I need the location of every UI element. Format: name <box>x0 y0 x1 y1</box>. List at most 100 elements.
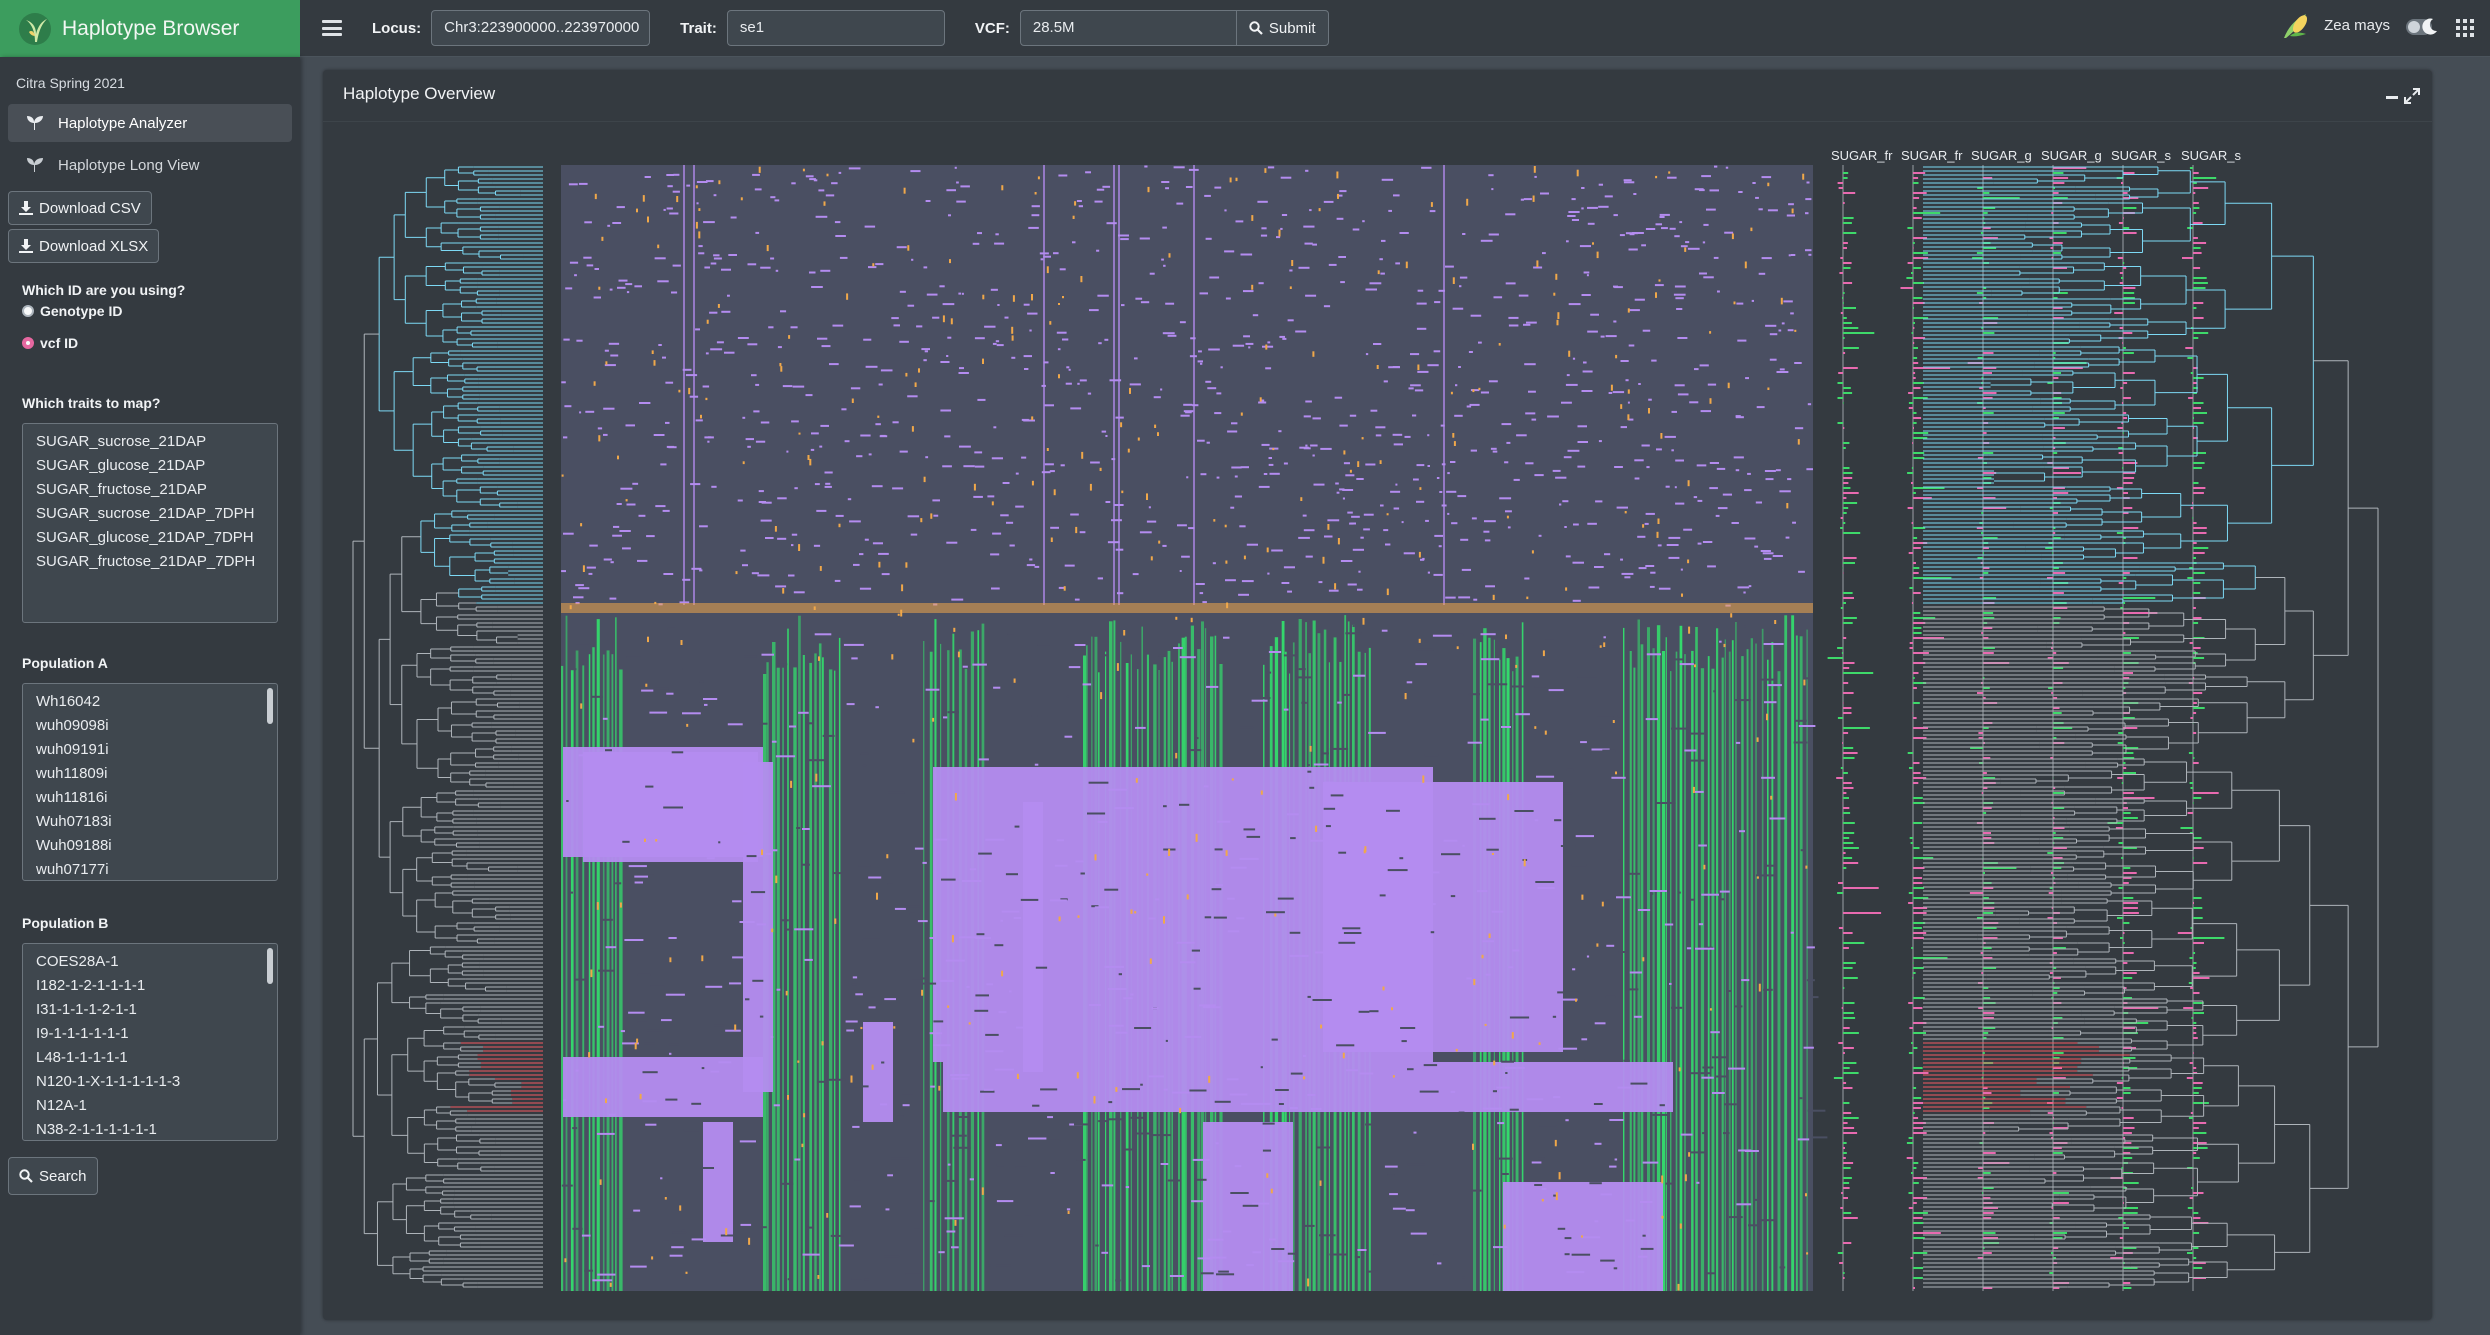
variant-cell <box>1336 1044 1355 1047</box>
download-icon <box>19 239 33 253</box>
radio-vcf-id[interactable]: vcf ID <box>22 335 78 351</box>
variant-cell <box>1600 728 1604 731</box>
variant-cell <box>1015 505 1024 508</box>
variant-cell <box>975 994 989 997</box>
population-a-option[interactable]: wuh09098i <box>36 717 109 734</box>
trait-bar <box>2193 572 2205 574</box>
locus-input[interactable]: Chr3:223900000..223970000 <box>431 10 651 46</box>
trait-bar <box>1839 1262 1843 1264</box>
variant-cell <box>1713 690 1716 693</box>
variant-cell <box>685 1271 688 1274</box>
trait-bar <box>1983 332 1995 334</box>
variant-cell <box>1068 666 1081 669</box>
vcf-input[interactable]: 28.5M <box>1019 10 1237 46</box>
population-b-option[interactable]: I182-1-2-1-1-1-1 <box>36 977 146 994</box>
variant-cell <box>1532 195 1535 202</box>
population-b-option[interactable]: I31-1-1-1-2-1-1 <box>36 1001 137 1018</box>
population-a-option[interactable]: Wh16042 <box>36 693 101 710</box>
variant-cell <box>753 410 760 413</box>
population-a-option[interactable]: Wuh09188i <box>36 837 112 854</box>
trait-bar <box>2193 1027 2197 1029</box>
variant-cell <box>1160 388 1163 391</box>
traits-listbox[interactable]: SUGAR_sucrose_21DAP SUGAR_glucose_21DAP … <box>22 423 278 623</box>
variant-cell <box>905 372 908 377</box>
download-csv-button[interactable]: Download CSV <box>8 191 152 225</box>
variant-cell <box>1767 209 1778 212</box>
variant-cell <box>598 1025 605 1028</box>
variant-cell <box>1176 941 1195 944</box>
nav-haplotype-long-view[interactable]: Haplotype Long View <box>8 146 292 184</box>
variant-cell <box>925 688 940 691</box>
trait-option[interactable]: SUGAR_glucose_21DAP_7DPH <box>36 529 254 546</box>
population-b-option[interactable]: I9-1-1-1-1-1-1 <box>36 1025 129 1042</box>
population-b-option[interactable]: L48-1-1-1-1-1 <box>36 1049 128 1066</box>
variant-cell <box>1312 351 1315 357</box>
moon-icon[interactable] <box>2422 18 2438 36</box>
population-a-option[interactable]: Wuh07183i <box>36 813 112 830</box>
variant-cell <box>1368 1270 1378 1273</box>
variant-cell <box>770 1036 774 1038</box>
variant-cell <box>1312 243 1317 246</box>
trait-option[interactable]: SUGAR_sucrose_21DAP_7DPH <box>36 505 255 522</box>
trait-bar <box>1843 1017 1856 1019</box>
population-a-option[interactable]: wuh07177i <box>36 861 109 878</box>
trait-bar <box>1913 1287 1915 1289</box>
minimize-icon[interactable] <box>2386 96 2398 99</box>
species-indicator[interactable]: Zea mays <box>2280 10 2390 40</box>
population-a-option[interactable]: wuh11809i <box>36 765 108 782</box>
scrollbar-thumb[interactable] <box>267 948 273 984</box>
scrollbar-thumb[interactable] <box>267 688 273 724</box>
radio-genotype-id[interactable]: Genotype ID <box>22 303 122 319</box>
trait-option[interactable]: SUGAR_sucrose_21DAP <box>36 433 207 450</box>
expand-icon[interactable] <box>2404 88 2420 104</box>
population-a-listbox[interactable]: Wh16042 wuh09098i wuh09191i wuh11809i wu… <box>22 683 278 881</box>
variant-cell <box>1614 466 1623 468</box>
brand-header[interactable]: Haplotype Browser <box>0 0 300 58</box>
variant-cell <box>1280 176 1292 179</box>
trait-bar <box>2193 437 2198 439</box>
variant-cell <box>1217 820 1231 823</box>
population-b-option[interactable]: N120-1-X-1-1-1-1-1-3 <box>36 1073 181 1090</box>
radio-dot[interactable] <box>22 305 34 317</box>
haplotype-heatmap[interactable] <box>561 165 1828 1291</box>
population-b-listbox[interactable]: COES28A-1 I182-1-2-1-1-1-1 I31-1-1-1-2-1… <box>22 943 278 1141</box>
variant-cell <box>1405 261 1408 269</box>
trait-option[interactable]: SUGAR_glucose_21DAP <box>36 457 206 474</box>
population-b-option[interactable]: N38-2-1-1-1-1-1-1 <box>36 1121 157 1138</box>
population-a-option[interactable]: wuh11816i <box>36 789 108 806</box>
population-a-option[interactable]: wuh09191i <box>36 741 109 758</box>
variant-cell <box>1508 324 1519 327</box>
variant-cell <box>596 902 599 910</box>
variant-cell <box>1797 439 1800 445</box>
trait-input[interactable]: se1 <box>726 10 945 46</box>
search-button[interactable]: Search <box>8 1157 98 1195</box>
trait-bar <box>2193 1092 2199 1094</box>
variant-cell <box>978 852 992 855</box>
menu-icon[interactable] <box>322 20 342 36</box>
population-b-option[interactable]: N12A-1 <box>36 1097 87 1114</box>
submit-button[interactable]: Submit <box>1236 10 1329 46</box>
variant-cell <box>1646 653 1661 656</box>
trait-bar <box>1843 857 1853 859</box>
download-xlsx-button[interactable]: Download XLSX <box>8 229 160 263</box>
variant-cell <box>1624 576 1631 579</box>
variant-cell <box>1733 456 1744 459</box>
trait-option[interactable]: SUGAR_fructose_21DAP_7DPH <box>36 553 256 570</box>
variant-cell <box>1118 234 1129 237</box>
radio-dot-checked[interactable] <box>22 337 34 349</box>
variant-cell <box>1277 897 1294 900</box>
haplotype-visualization[interactable]: SUGAR_fr SUGAR_fr SUGAR_g SUGAR_g SUGAR_s SUG… <box>323 122 2432 1320</box>
nav-haplotype-analyzer[interactable]: Haplotype Analyzer <box>8 104 292 142</box>
population-b-option[interactable]: COES28A-1 <box>36 953 119 970</box>
variant-cell <box>1736 1203 1752 1206</box>
apps-icon[interactable] <box>2456 19 2474 37</box>
trait-bar <box>1913 372 1916 374</box>
trait-option[interactable]: SUGAR_fructose_21DAP <box>36 481 207 498</box>
variant-cell <box>1538 534 1542 537</box>
variant-cell <box>1531 1161 1542 1164</box>
trait-bar <box>2053 372 2061 374</box>
variant-cell <box>1165 187 1169 190</box>
trait-bar <box>2123 507 2133 509</box>
trait-bar <box>2052 587 2053 589</box>
variant-cell <box>586 264 594 267</box>
